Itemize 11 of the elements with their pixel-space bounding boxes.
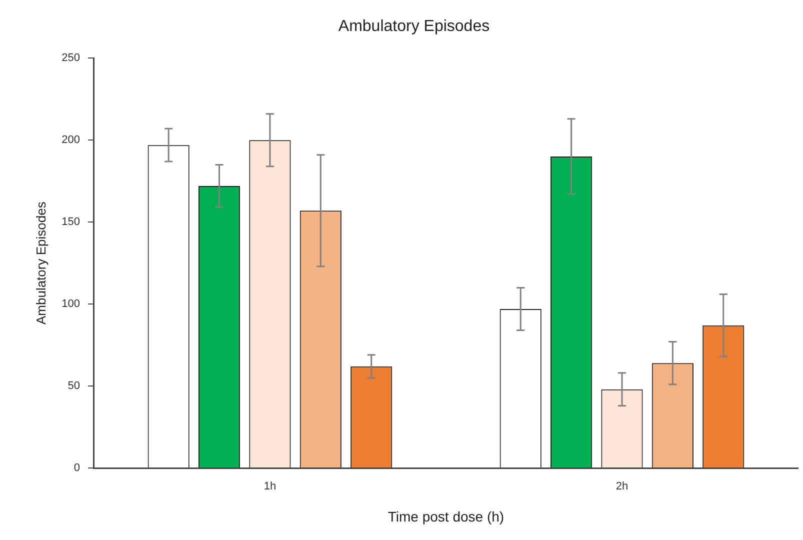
chart-title: Ambulatory Episodes [338, 18, 490, 36]
y-axis-title: Ambulatory Episodes [33, 201, 48, 325]
y-tick-label: 150 [62, 216, 80, 228]
y-tick-label: 200 [62, 134, 80, 146]
y-tick-label: 0 [74, 462, 80, 474]
x-tick-label: 2h [616, 480, 628, 493]
y-tick-label: 50 [68, 380, 80, 392]
y-tick-label: 250 [62, 52, 80, 64]
x-tick-label: 1h [264, 480, 276, 493]
x-axis-title: Time post dose (h) [388, 508, 504, 524]
y-tick-label: 100 [62, 298, 80, 310]
